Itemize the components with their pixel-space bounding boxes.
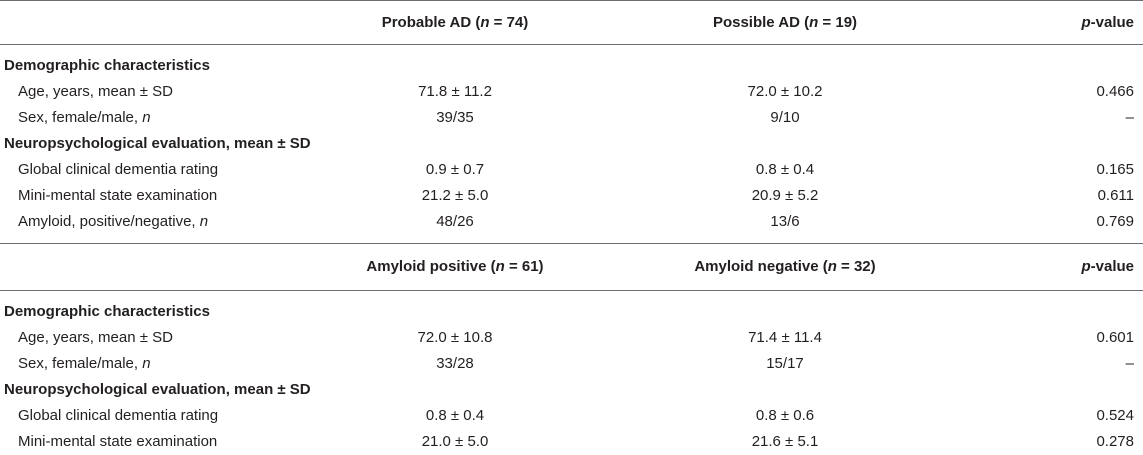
value-cell: 21.2 ± 5.0 bbox=[421, 187, 489, 204]
p-value-cell: – bbox=[1125, 109, 1134, 126]
value-cell: 0.8 ± 0.6 bbox=[755, 407, 815, 424]
p-value-cell: 0.601 bbox=[1096, 329, 1134, 346]
value-cell: 71.4 ± 11.4 bbox=[748, 329, 822, 346]
row-label: Sex, female/male, n bbox=[18, 109, 151, 126]
value-cell: 21.6 ± 5.1 bbox=[751, 433, 819, 450]
p-value-cell: 0.466 bbox=[1096, 83, 1134, 100]
section-title: Demographic characteristics bbox=[4, 57, 210, 74]
header-amyloid-positive: Amyloid positive (n = 61) bbox=[366, 258, 544, 275]
row-label: Age, years, mean ± SD bbox=[18, 83, 173, 100]
p-value-cell: 0.278 bbox=[1096, 433, 1134, 450]
value-cell: 72.0 ± 10.8 bbox=[417, 329, 493, 346]
row-label: Global clinical dementia rating bbox=[18, 161, 219, 178]
row-label: Age, years, mean ± SD bbox=[18, 329, 173, 346]
value-cell: 13/6 bbox=[770, 213, 800, 230]
value-cell: 48/26 bbox=[436, 213, 474, 230]
p-value-cell: – bbox=[1125, 355, 1134, 372]
section-title: Demographic characteristics bbox=[4, 303, 210, 320]
header-amyloid-negative: Amyloid negative (n = 32) bbox=[694, 258, 876, 275]
p-value-cell: 0.524 bbox=[1096, 407, 1134, 424]
row-label: Global clinical dementia rating bbox=[18, 407, 219, 424]
p-value-cell: 0.769 bbox=[1096, 213, 1134, 230]
p-value-cell: 0.165 bbox=[1096, 161, 1134, 178]
table2-header-row: Amyloid positive (n = 61) Amyloid negati… bbox=[0, 243, 1143, 291]
header-possible-ad: Possible AD (n = 19) bbox=[712, 14, 858, 31]
row-label: Amyloid, positive/negative, n bbox=[18, 213, 209, 230]
value-cell: 20.9 ± 5.2 bbox=[751, 187, 819, 204]
row-label: Sex, female/male, n bbox=[18, 355, 151, 372]
table-row: Global clinical dementia rating 0.9 ± 0.… bbox=[0, 157, 1143, 183]
row-label: Mini-mental state examination bbox=[18, 187, 218, 204]
value-cell: 0.8 ± 0.4 bbox=[425, 407, 485, 424]
p-value-cell: 0.611 bbox=[1097, 187, 1134, 204]
header-empty-cell bbox=[0, 1, 295, 45]
table-row: Amyloid, positive/negative, n 48/26 13/6… bbox=[0, 209, 1143, 235]
value-cell: 9/10 bbox=[770, 109, 800, 126]
table-row: Mini-mental state examination 21.0 ± 5.0… bbox=[0, 429, 1143, 455]
value-cell: 39/35 bbox=[436, 109, 474, 126]
header-p-value: p-value bbox=[1081, 258, 1134, 275]
value-cell: 15/17 bbox=[766, 355, 804, 372]
header-probable-ad: Probable AD (n = 74) bbox=[381, 14, 529, 31]
value-cell: 71.8 ± 11.2 bbox=[418, 83, 492, 100]
value-cell: 33/28 bbox=[436, 355, 474, 372]
section-title: Neuropsychological evaluation, mean ± SD bbox=[4, 135, 311, 152]
header-empty-cell bbox=[0, 244, 295, 291]
section-title: Neuropsychological evaluation, mean ± SD bbox=[4, 381, 311, 398]
table-row: Sex, female/male, n 33/28 15/17 – bbox=[0, 351, 1143, 377]
row-label: Mini-mental state examination bbox=[18, 433, 218, 450]
table-row: Mini-mental state examination 21.2 ± 5.0… bbox=[0, 183, 1143, 209]
value-cell: 0.9 ± 0.7 bbox=[425, 161, 485, 178]
value-cell: 21.0 ± 5.0 bbox=[421, 433, 489, 450]
value-cell: 72.0 ± 10.2 bbox=[747, 83, 823, 100]
table-row: Age, years, mean ± SD 71.8 ± 11.2 72.0 ±… bbox=[0, 79, 1143, 105]
table-row: Age, years, mean ± SD 72.0 ± 10.8 71.4 ±… bbox=[0, 325, 1143, 351]
table1-header-row: Probable AD (n = 74) Possible AD (n = 19… bbox=[0, 0, 1143, 45]
table-row: Sex, female/male, n 39/35 9/10 – bbox=[0, 105, 1143, 131]
value-cell: 0.8 ± 0.4 bbox=[755, 161, 815, 178]
table-row: Global clinical dementia rating 0.8 ± 0.… bbox=[0, 403, 1143, 429]
header-p-value: p-value bbox=[1081, 14, 1134, 31]
